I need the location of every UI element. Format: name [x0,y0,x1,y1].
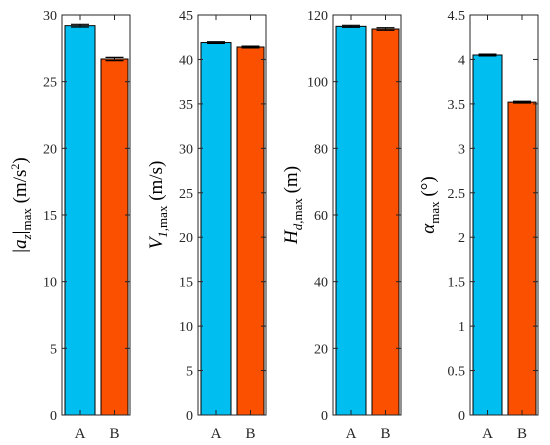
y-tick-label: 1 [458,320,465,335]
y-tick-label: 2 [458,231,465,246]
y-tick-label: 80 [314,142,328,157]
y-tick-label: 40 [314,276,328,291]
y-tick-label: 25 [179,187,193,202]
y-tick-label: 100 [307,76,328,91]
y-tick-label: 4.5 [448,9,466,24]
x-tick-label: B [245,426,255,442]
y-axis-label: V1,max (m/s) [146,161,170,250]
panel-3: A B 0 20 40 60 80 100 120 Hd,max (m) [281,9,402,442]
y-tick-label: 1.5 [448,276,466,291]
y-tick-label: 3 [458,142,465,157]
x-tick-label: A [346,426,357,442]
x-tick-label: A [211,426,222,442]
error-bar-a [207,41,225,45]
y-tick-label: 30 [179,142,193,157]
bar-a [200,42,232,416]
y-tick-label: 15 [179,276,193,291]
y-tick-label: 10 [179,320,193,335]
error-bar-b [376,27,395,31]
y-tick-label: 120 [307,9,328,24]
y-tick-label: 0 [50,409,57,424]
y-tick-label: 25 [43,76,57,91]
x-tick-label: B [380,426,390,442]
panel-4: A B 0 0.5 1 1.5 2 2.5 3 3.5 4 4.5 αmax (°) [418,9,539,442]
y-axis-label: αmax (°) [418,176,442,233]
bar-a [335,25,367,416]
y-tick-label: 30 [43,9,57,24]
y-tick-label: 5 [186,365,193,380]
x-tick-label: A [482,426,493,442]
panel-2: A B 0 5 10 15 20 25 30 35 40 45 V1,max (m/s) [146,9,267,442]
axes-box [469,14,539,416]
y-axis-label: |az|max (m/s2) [8,157,34,252]
y-tick-label: 20 [179,231,193,246]
panel-1: A B 0 5 10 15 20 25 30 |az|max (m/s2) [8,9,131,442]
y-tick-label: 3.5 [448,98,466,113]
error-bar-b [105,56,124,62]
y-tick-label: 45 [179,9,193,24]
bar-a [472,54,503,416]
y-tick-label: 10 [43,276,57,291]
x-tick-label: B [517,426,527,442]
bar-b [371,28,400,416]
bar-b [236,46,265,416]
error-bar-b [241,45,260,49]
bar-a [64,25,96,416]
y-tick-label: 40 [179,53,193,68]
error-bar-a [71,23,89,28]
y-tick-label: 15 [43,209,57,224]
y-tick-label: 4 [458,53,465,68]
error-bar-a [478,53,497,57]
y-axis-label: Hd,max (m) [281,166,305,245]
bar-b [100,58,129,416]
y-tick-label: 0 [186,409,193,424]
error-bar-b [513,100,531,104]
y-tick-label: 2.5 [448,187,466,202]
y-tick-label: 0 [321,409,328,424]
y-tick-label: 0 [458,409,465,424]
y-tick-label: 5 [50,342,57,357]
y-tick-label: 20 [43,142,57,157]
y-tick-label: 60 [314,209,328,224]
bar-b [507,101,537,416]
axes-box [197,14,267,416]
y-tick-label: 20 [314,342,328,357]
y-tick-label: 35 [179,98,193,113]
y-tick-label: 0.5 [448,365,466,380]
x-tick-label: B [109,426,119,442]
x-tick-label: A [75,426,86,442]
error-bar-a [342,24,360,28]
